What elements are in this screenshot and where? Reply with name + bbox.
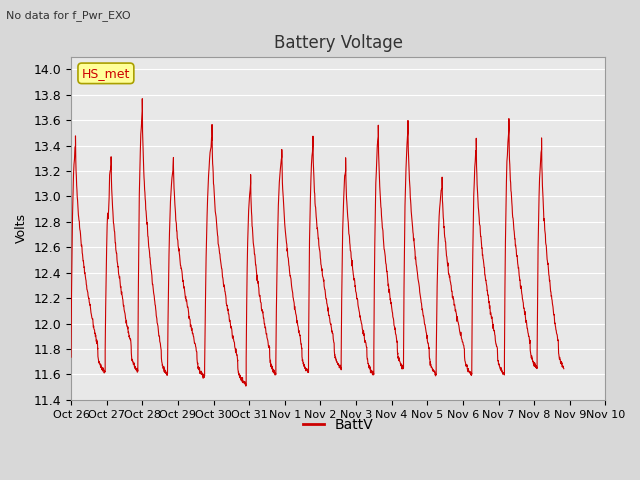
Text: No data for f_Pwr_EXO: No data for f_Pwr_EXO: [6, 10, 131, 21]
Legend: BattV: BattV: [298, 412, 379, 438]
Title: Battery Voltage: Battery Voltage: [274, 34, 403, 52]
Y-axis label: Volts: Volts: [15, 213, 28, 243]
Text: HS_met: HS_met: [82, 67, 130, 80]
